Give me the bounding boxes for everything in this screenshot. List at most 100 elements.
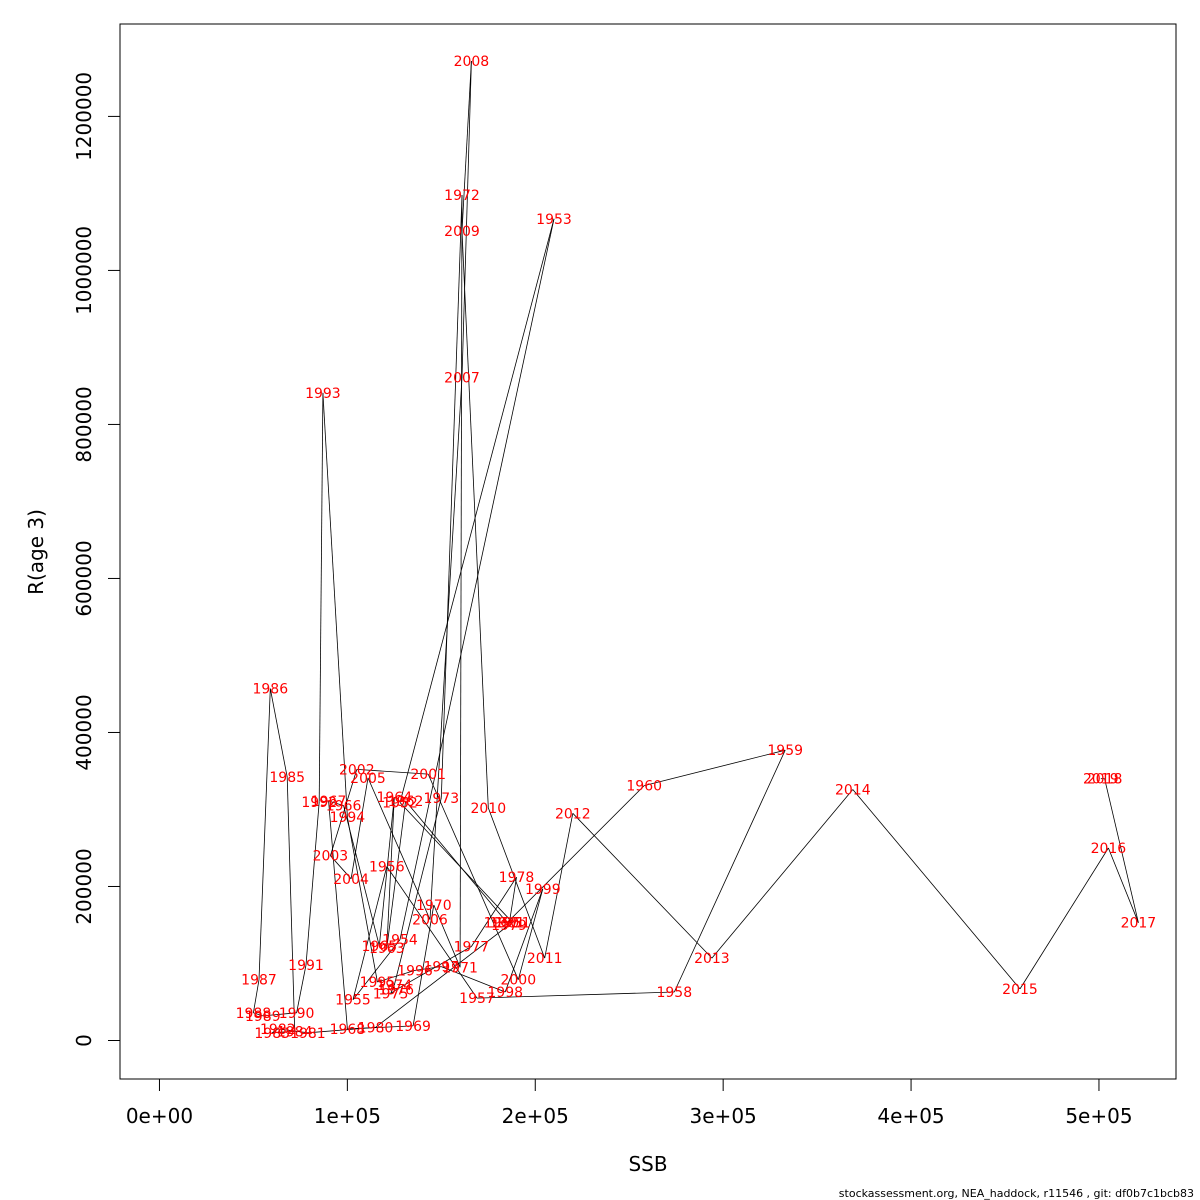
- year-label-1964: 1964: [376, 790, 412, 806]
- year-label-1951: 1951: [495, 916, 531, 932]
- year-label-1953: 1953: [536, 212, 572, 228]
- year-label-1963: 1963: [369, 941, 405, 957]
- trajectory-segment: [258, 688, 271, 980]
- trajectory-segment: [405, 800, 508, 923]
- trajectory-segment: [262, 1012, 297, 1017]
- trajectory-segment: [544, 813, 574, 959]
- year-label-1961: 1961: [489, 916, 525, 932]
- x-tick-label: 5e+05: [1065, 1104, 1132, 1128]
- trajectory-segment: [461, 60, 472, 232]
- year-label-1983: 1983: [254, 1026, 290, 1042]
- year-label-1955: 1955: [335, 993, 371, 1009]
- year-label-1950: 1950: [484, 916, 520, 932]
- trajectory-segment: [412, 904, 435, 1026]
- year-label-2000: 2000: [500, 973, 536, 989]
- trajectory-segment: [318, 392, 324, 802]
- year-label-1979: 1979: [491, 918, 527, 934]
- year-label-1973: 1973: [423, 791, 459, 807]
- trajectory-segment: [330, 769, 358, 856]
- year-label-1954: 1954: [382, 933, 418, 949]
- year-label-1956: 1956: [369, 860, 405, 876]
- year-label-1970: 1970: [416, 898, 452, 914]
- year-label-2007: 2007: [444, 371, 480, 387]
- trajectory-segment: [1019, 847, 1109, 990]
- year-label-1984: 1984: [277, 1024, 313, 1040]
- year-label-1962: 1962: [388, 794, 424, 810]
- trajectory-segment: [427, 773, 519, 980]
- trajectory-segment: [269, 688, 288, 778]
- year-label-1997: 1997: [423, 960, 459, 976]
- trajectory-segment: [504, 888, 544, 993]
- trajectory-segment: [386, 797, 395, 949]
- year-label-1990: 1990: [279, 1006, 315, 1022]
- trajectory-segment: [461, 60, 472, 378]
- trajectory-segment: [356, 769, 429, 775]
- trajectory-segment: [307, 1027, 376, 1034]
- trajectory-segment: [296, 964, 307, 1013]
- year-label-1986: 1986: [252, 682, 288, 698]
- year-label-2017: 2017: [1121, 916, 1157, 932]
- year-label-1965: 1965: [361, 939, 397, 955]
- trajectory-lines: [253, 60, 1139, 1034]
- year-label-2012: 2012: [555, 806, 591, 822]
- x-axis: 0e+00 1e+05 2e+05 3e+05 4e+05 5e+05: [126, 1078, 1133, 1128]
- year-label-1981: 1981: [290, 1026, 326, 1042]
- year-label-2002: 2002: [339, 762, 375, 778]
- year-label-1992: 1992: [301, 795, 337, 811]
- year-label-1976: 1976: [378, 983, 414, 999]
- year-label-1967: 1967: [311, 794, 347, 810]
- trajectory-segment: [433, 904, 461, 968]
- year-label-2006: 2006: [412, 913, 448, 929]
- year-label-1977: 1977: [454, 940, 490, 956]
- trajectory-segment: [375, 924, 510, 1028]
- year-label-1989: 1989: [245, 1009, 281, 1025]
- trajectory-segment: [471, 876, 517, 947]
- y-tick-label: 400000: [72, 694, 96, 770]
- year-label-1952: 1952: [382, 796, 418, 812]
- trajectory-segment: [506, 785, 645, 923]
- trajectory-segment: [711, 789, 854, 959]
- trajectory-segment: [487, 807, 546, 959]
- y-tick-label: 800000: [72, 386, 96, 462]
- year-label-2009: 2009: [444, 224, 480, 240]
- year-label-1969: 1969: [395, 1019, 431, 1035]
- y-tick-label: 600000: [72, 540, 96, 616]
- year-label-2010: 2010: [470, 801, 506, 817]
- trajectory-segment: [572, 813, 713, 959]
- year-label-1993: 1993: [305, 386, 341, 402]
- x-axis-title: SSB: [628, 1152, 667, 1176]
- year-label-2016: 2016: [1091, 841, 1127, 857]
- trajectory-segment: [461, 231, 489, 808]
- trajectory-segment: [399, 802, 513, 923]
- y-axis-title: R(age 3): [24, 509, 48, 595]
- trajectory-segment: [517, 888, 544, 980]
- year-label-1982: 1982: [260, 1022, 296, 1038]
- year-label-2011: 2011: [527, 951, 563, 967]
- trajectory-segment: [330, 855, 352, 880]
- trajectory-segment: [414, 966, 442, 971]
- year-label-1980: 1980: [358, 1020, 394, 1036]
- trajectory-segment: [396, 946, 472, 991]
- trajectory-segment: [253, 979, 260, 1013]
- year-label-1999: 1999: [525, 882, 561, 898]
- year-label-1957: 1957: [459, 991, 495, 1007]
- year-label-1994: 1994: [330, 810, 366, 826]
- year-label-1959: 1959: [767, 743, 803, 759]
- trajectory-segment: [1108, 847, 1139, 923]
- year-label-2004: 2004: [333, 872, 369, 888]
- trajectory-segment: [286, 777, 296, 1032]
- x-tick-label: 1e+05: [314, 1104, 381, 1128]
- year-label-1971: 1971: [442, 960, 478, 976]
- year-label-2014: 2014: [835, 783, 871, 799]
- y-tick-label: 1000000: [72, 226, 96, 315]
- trajectory-segment: [441, 966, 506, 993]
- trajectory-segment: [367, 777, 431, 920]
- trajectory-segment: [399, 218, 555, 940]
- year-label-1975: 1975: [373, 987, 409, 1003]
- trajectory-segment: [272, 1030, 295, 1034]
- x-tick-label: 3e+05: [690, 1104, 757, 1128]
- year-label-2019: 2019: [1083, 772, 1119, 788]
- trajectory-segment: [390, 984, 395, 994]
